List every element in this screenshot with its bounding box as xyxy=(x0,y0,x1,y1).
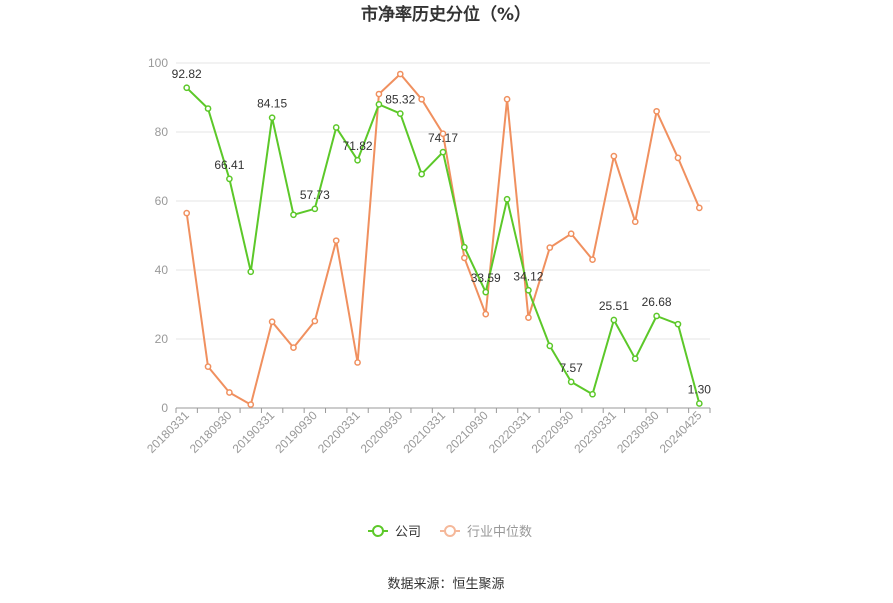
data-point xyxy=(695,400,703,407)
grid xyxy=(176,62,710,340)
series xyxy=(183,70,703,408)
data-label: 92.82 xyxy=(172,67,202,81)
data-point xyxy=(695,204,703,212)
data-point xyxy=(332,124,340,131)
data-point xyxy=(354,359,361,366)
x-tick-label: 20180331 xyxy=(144,408,192,456)
data-label: 84.15 xyxy=(257,97,287,111)
data-point xyxy=(354,156,361,164)
data-point xyxy=(396,70,404,78)
data-point xyxy=(610,316,618,324)
y-tick-label: 40 xyxy=(155,263,169,277)
data-point xyxy=(567,230,575,238)
data-labels: 92.82 66.41 84.15 57.73 71.82 85.32 74.17 33.59… xyxy=(172,67,712,397)
x-tick-label: 20200930 xyxy=(358,408,406,456)
data-point xyxy=(247,401,255,408)
axes: 0 20 40 60 80 100 2018033120180930201903312019… xyxy=(144,56,711,456)
y-tick-label: 20 xyxy=(155,332,169,346)
data-label: 34.12 xyxy=(513,269,543,283)
legend-marker xyxy=(372,525,384,537)
data-point xyxy=(290,344,297,351)
data-point xyxy=(268,114,276,122)
data-point xyxy=(653,107,660,115)
data-point xyxy=(589,390,596,398)
x-tick-label: 20200331 xyxy=(315,408,363,456)
x-tick-label: 20240425 xyxy=(657,408,705,456)
data-label: 74.17 xyxy=(428,131,458,145)
data-point xyxy=(653,312,660,320)
data-point xyxy=(439,130,447,138)
data-point xyxy=(396,110,404,117)
data-point xyxy=(610,152,618,160)
data-point xyxy=(418,95,425,103)
data-point xyxy=(461,243,468,251)
legend[interactable]: 公司 行业中位数 xyxy=(368,525,532,540)
data-point xyxy=(525,314,532,321)
data-point xyxy=(631,218,639,226)
x-tick-label: 20190331 xyxy=(230,408,278,456)
data-point xyxy=(204,105,212,112)
legend-label: 公司 xyxy=(395,525,421,540)
y-tick-label: 0 xyxy=(161,401,168,415)
data-point xyxy=(503,95,511,103)
chart-title: 市净率历史分位（%） xyxy=(361,4,531,25)
x-tick-label: 20230930 xyxy=(614,408,662,456)
y-tick-label: 100 xyxy=(148,56,168,70)
legend-marker xyxy=(444,525,456,537)
data-point xyxy=(674,320,682,328)
series-line xyxy=(185,73,701,406)
data-point xyxy=(525,286,532,294)
data-point xyxy=(482,288,490,296)
x-tick-label: 20230331 xyxy=(571,408,619,456)
data-point xyxy=(461,254,468,262)
data-point xyxy=(268,318,276,326)
data-label: 57.73 xyxy=(300,188,330,202)
data-point xyxy=(567,378,575,386)
x-tick-label: 20210331 xyxy=(400,408,448,456)
data-point xyxy=(247,268,255,276)
data-point xyxy=(589,256,596,263)
data-point xyxy=(674,154,682,162)
data-point xyxy=(546,244,554,251)
data-label: 33.59 xyxy=(471,271,501,285)
x-tick-label: 20190930 xyxy=(272,408,320,456)
data-point xyxy=(226,175,233,183)
data-point xyxy=(332,237,340,245)
data-label: 85.32 xyxy=(385,93,415,107)
data-point xyxy=(375,90,383,98)
data-point xyxy=(482,310,490,318)
data-point xyxy=(503,195,511,203)
data-point xyxy=(183,209,191,217)
source-note: 数据来源：恒生聚源 xyxy=(387,577,504,592)
data-label: 7.57 xyxy=(559,361,583,375)
data-point xyxy=(311,205,319,213)
x-tick-label: 20210930 xyxy=(443,408,491,456)
data-point xyxy=(183,84,191,92)
x-tick-label: 20180930 xyxy=(187,408,235,456)
data-label: 26.68 xyxy=(642,295,672,309)
data-label: 66.41 xyxy=(214,158,244,172)
data-point xyxy=(311,317,319,325)
data-point xyxy=(439,148,447,156)
data-label: 71.82 xyxy=(343,139,373,153)
data-label: 1.30 xyxy=(688,383,712,397)
data-point xyxy=(375,101,383,108)
data-point xyxy=(226,389,233,396)
data-point xyxy=(204,363,212,370)
data-point xyxy=(631,355,639,363)
x-tick-label: 20220331 xyxy=(486,408,534,456)
data-point xyxy=(418,170,425,178)
legend-label: 行业中位数 xyxy=(467,525,532,540)
data-point xyxy=(546,342,554,350)
y-tick-label: 60 xyxy=(155,194,169,208)
data-point xyxy=(290,211,297,219)
y-tick-label: 80 xyxy=(155,125,169,139)
data-label: 25.51 xyxy=(599,299,629,313)
x-tick-label: 20220930 xyxy=(529,408,577,456)
